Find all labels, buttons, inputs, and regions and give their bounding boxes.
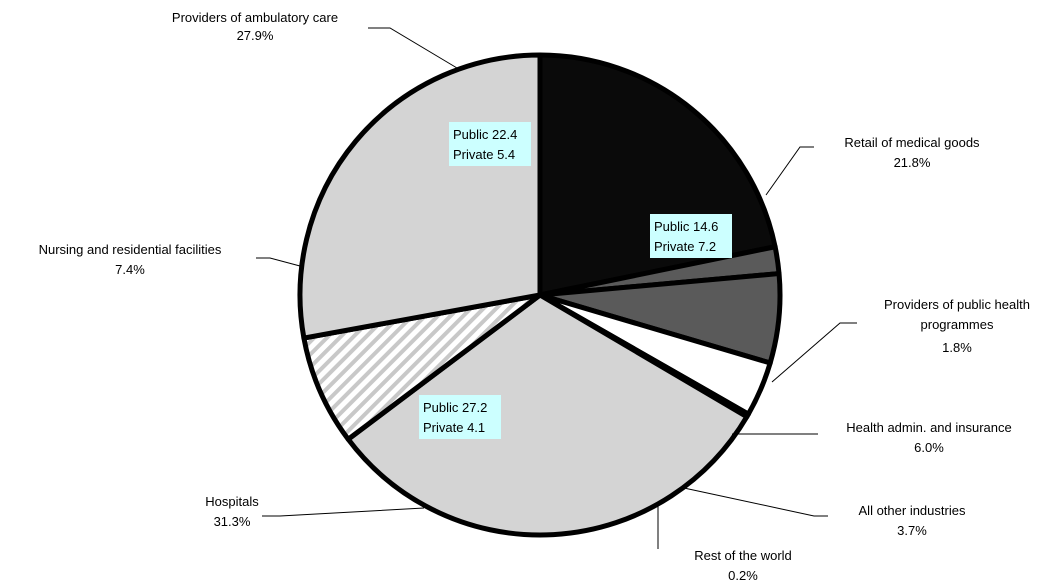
leader-nursing (256, 257, 301, 267)
label-ambulatory-value: 27.9% (237, 28, 274, 43)
label-nursing-name: Nursing and residential facilities (39, 242, 222, 257)
leader-hospitals (262, 507, 425, 517)
pie-slices (297, 52, 783, 538)
label-nursing-value: 7.4% (115, 262, 145, 277)
breakdown-ambulatory: Public 22.4 Private 5.4 (449, 122, 531, 166)
label-ambulatory-name: Providers of ambulatory care (172, 10, 338, 25)
label-public-health-name-2: programmes (921, 317, 994, 332)
leader-lines (256, 27, 857, 549)
label-hospitals-name: Hospitals (205, 494, 259, 509)
label-other-name: All other industries (859, 503, 966, 518)
label-retail-value: 21.8% (894, 155, 931, 170)
leader-other (683, 487, 828, 517)
inner-breakdowns: Public 22.4 Private 5.4 Public 14.6 Priv… (419, 122, 732, 439)
label-public-health-name: Providers of public health (884, 297, 1030, 312)
breakdown-hospitals: Public 27.2 Private 4.1 (419, 395, 501, 439)
label-retail-name: Retail of medical goods (844, 135, 980, 150)
outer-labels: Providers of ambulatory care 27.9% Retai… (39, 10, 1030, 583)
slice-providers-of-ambulatory-care (297, 52, 543, 341)
breakdown-retail-box (650, 214, 732, 258)
label-hospitals-value: 31.3% (214, 514, 251, 529)
breakdown-hospitals-box (419, 395, 501, 439)
breakdown-ambulatory-box (449, 122, 531, 166)
breakdown-retail-public: Public 14.6 (654, 219, 718, 234)
breakdown-hospitals-public: Public 27.2 (423, 400, 487, 415)
label-public-health-value: 1.8% (942, 340, 972, 355)
label-row-name: Rest of the world (694, 548, 792, 563)
breakdown-ambulatory-private: Private 5.4 (453, 147, 515, 162)
breakdown-retail: Public 14.6 Private 7.2 (650, 214, 732, 258)
leader-retail (765, 146, 814, 196)
label-row-value: 0.2% (728, 568, 758, 583)
breakdown-retail-private: Private 7.2 (654, 239, 716, 254)
label-admin-name: Health admin. and insurance (846, 420, 1012, 435)
label-other-value: 3.7% (897, 523, 927, 538)
leader-ambulatory (368, 27, 458, 69)
leader-public-health (771, 322, 857, 383)
slice-hospitals (345, 292, 750, 538)
breakdown-hospitals-private: Private 4.1 (423, 420, 485, 435)
breakdown-ambulatory-public: Public 22.4 (453, 127, 517, 142)
label-admin-value: 6.0% (914, 440, 944, 455)
